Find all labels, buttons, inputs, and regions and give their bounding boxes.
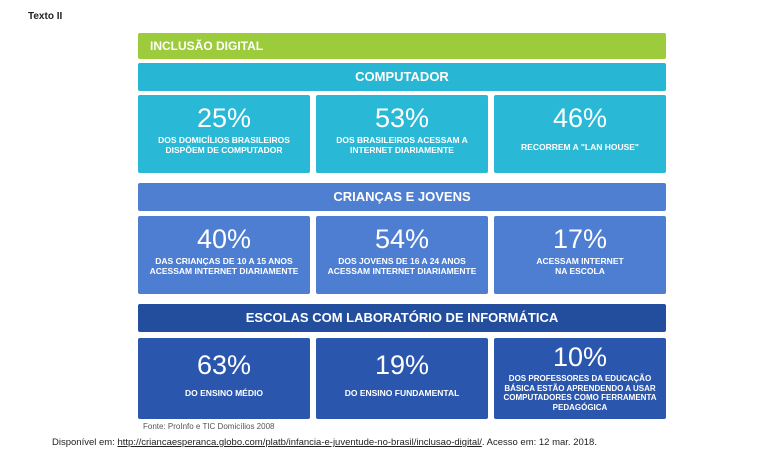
stat-value: 46%	[552, 103, 608, 133]
section-heading-computador: COMPUTADOR	[138, 63, 666, 91]
source-note: Fonte: ProInfo e TIC Domicílios 2008	[143, 422, 275, 431]
stat-card: 46% RECORREM A "LAN HOUSE"	[494, 95, 666, 173]
stat-card: 53% DOS BRASILEIROS ACESSAM A INTERNET D…	[316, 95, 488, 173]
stat-description: DO ENSINO MÉDIO	[185, 388, 263, 398]
infographic-title: INCLUSÃO DIGITAL	[138, 33, 666, 59]
stat-value: 63%	[196, 350, 252, 380]
section-heading-criancas-e-jovens: CRIANÇAS E JOVENS	[138, 183, 666, 211]
infographic: INCLUSÃO DIGITAL COMPUTADOR 25% DOS DOMI…	[138, 33, 666, 419]
stat-description: DOS DOMICÍLIOS BRASILEIROS DISPÕEM DE CO…	[158, 135, 290, 155]
stat-card: 40% DAS CRIANÇAS DE 10 A 15 ANOS ACESSAM…	[138, 216, 310, 294]
stat-value: 40%	[196, 224, 252, 254]
stat-description: DO ENSINO FUNDAMENTAL	[344, 388, 460, 398]
stat-value: 53%	[374, 103, 430, 133]
stat-description: DOS JOVENS DE 16 A 24 ANOS ACESSAM INTER…	[327, 256, 477, 276]
stat-value: 10%	[552, 342, 608, 372]
stat-card: 54% DOS JOVENS DE 16 A 24 ANOS ACESSAM I…	[316, 216, 488, 294]
stat-description: RECORREM A "LAN HOUSE"	[521, 142, 639, 152]
stat-card: 63% DO ENSINO MÉDIO	[138, 338, 310, 419]
stat-description: DAS CRIANÇAS DE 10 A 15 ANOS ACESSAM INT…	[149, 256, 299, 276]
stat-card: 25% DOS DOMICÍLIOS BRASILEIROS DISPÕEM D…	[138, 95, 310, 173]
stat-card: 17% ACESSAM INTERNET NA ESCOLA	[494, 216, 666, 294]
stat-description: ACESSAM INTERNET NA ESCOLA	[536, 256, 624, 276]
stat-description: DOS BRASILEIROS ACESSAM A INTERNET DIARI…	[336, 135, 468, 155]
stat-value: 19%	[374, 350, 430, 380]
citation: Disponível em: http://criancaesperanca.g…	[52, 437, 597, 448]
citation-link[interactable]: http://criancaesperanca.globo.com/platb/…	[117, 437, 482, 448]
stat-value: 25%	[196, 103, 252, 133]
texto-label: Texto II	[28, 11, 63, 22]
citation-prefix: Disponível em:	[52, 437, 118, 448]
section-heading-escolas: ESCOLAS COM LABORATÓRIO DE INFORMÁTICA	[138, 304, 666, 332]
stat-card: 19% DO ENSINO FUNDAMENTAL	[316, 338, 488, 419]
stat-value: 54%	[374, 224, 430, 254]
stat-value: 17%	[552, 224, 608, 254]
stat-card: 10% DOS PROFESSORES DA EDUCAÇÃO BÁSICA E…	[494, 338, 666, 419]
stat-description: DOS PROFESSORES DA EDUCAÇÃO BÁSICA ESTÃO…	[503, 374, 657, 412]
citation-suffix: . Acesso em: 12 mar. 2018.	[481, 437, 597, 448]
